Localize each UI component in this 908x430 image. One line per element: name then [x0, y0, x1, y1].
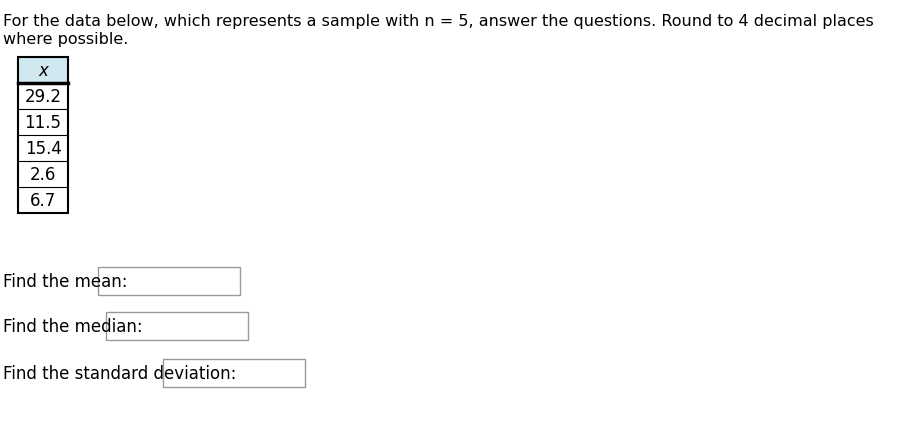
Bar [18, 136, 68, 162]
Text: 29.2: 29.2 [25, 88, 62, 106]
Bar [18, 58, 68, 214]
Text: For the data below, which represents a sample with n = 5, answer the questions. : For the data below, which represents a s… [4, 14, 874, 29]
Bar [18, 110, 68, 136]
Bar [97, 267, 240, 295]
Bar [18, 162, 68, 187]
Bar [18, 187, 68, 214]
Bar [18, 84, 68, 110]
Text: 11.5: 11.5 [25, 114, 62, 132]
Text: Find the mean:: Find the mean: [4, 272, 128, 290]
Text: Find the median:: Find the median: [4, 317, 143, 335]
Text: where possible.: where possible. [4, 32, 129, 47]
Text: x: x [38, 62, 48, 80]
Text: 15.4: 15.4 [25, 140, 62, 158]
Bar [163, 359, 305, 387]
Text: 2.6: 2.6 [30, 166, 56, 184]
Bar [18, 58, 68, 84]
Bar [105, 312, 248, 340]
Text: Find the standard deviation:: Find the standard deviation: [4, 364, 237, 382]
Text: 6.7: 6.7 [30, 191, 56, 209]
